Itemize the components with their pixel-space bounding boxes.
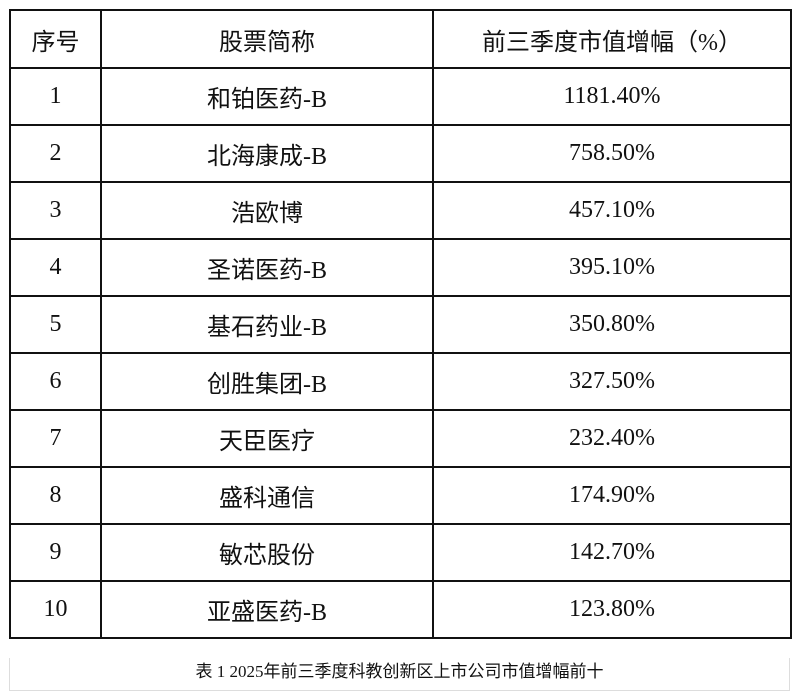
cell-growth: 350.80%	[432, 295, 792, 354]
header-index: 序号	[9, 9, 102, 69]
cell-index: 5	[9, 295, 102, 354]
cell-stock-name: 亚盛医药-B	[100, 580, 434, 639]
cell-index: 10	[9, 580, 102, 639]
market-cap-growth-table: 序号 股票简称 前三季度市值增幅（%） 1 和铂医药-B 1181.40% 2 北海康成…	[9, 9, 792, 639]
cell-stock-name: 基石药业-B	[100, 295, 434, 354]
table-row: 5 基石药业-B 350.80%	[9, 295, 792, 354]
cell-stock-name: 天臣医疗	[100, 409, 434, 468]
table-row: 6 创胜集团-B 327.50%	[9, 352, 792, 411]
cell-index: 7	[9, 409, 102, 468]
table-header-row: 序号 股票简称 前三季度市值增幅（%）	[9, 9, 792, 69]
header-growth: 前三季度市值增幅（%）	[432, 9, 792, 69]
cell-growth: 232.40%	[432, 409, 792, 468]
cell-growth: 1181.40%	[432, 67, 792, 126]
cell-stock-name: 敏芯股份	[100, 523, 434, 582]
cell-stock-name: 和铂医药-B	[100, 67, 434, 126]
table-row: 3 浩欧博 457.10%	[9, 181, 792, 240]
cell-stock-name: 北海康成-B	[100, 124, 434, 183]
cell-growth: 123.80%	[432, 580, 792, 639]
cell-growth: 758.50%	[432, 124, 792, 183]
table-caption: 表 1 2025年前三季度科教创新区上市公司市值增幅前十	[9, 658, 790, 691]
cell-growth: 457.10%	[432, 181, 792, 240]
cell-index: 3	[9, 181, 102, 240]
table-row: 9 敏芯股份 142.70%	[9, 523, 792, 582]
cell-index: 1	[9, 67, 102, 126]
cell-index: 2	[9, 124, 102, 183]
cell-index: 8	[9, 466, 102, 525]
cell-index: 4	[9, 238, 102, 297]
table-row: 7 天臣医疗 232.40%	[9, 409, 792, 468]
cell-index: 9	[9, 523, 102, 582]
table-row: 1 和铂医药-B 1181.40%	[9, 67, 792, 126]
cell-index: 6	[9, 352, 102, 411]
table-row: 10 亚盛医药-B 123.80%	[9, 580, 792, 639]
cell-growth: 395.10%	[432, 238, 792, 297]
cell-growth: 174.90%	[432, 466, 792, 525]
header-stock-name: 股票简称	[100, 9, 434, 69]
table-row: 4 圣诺医药-B 395.10%	[9, 238, 792, 297]
cell-stock-name: 圣诺医药-B	[100, 238, 434, 297]
cell-stock-name: 创胜集团-B	[100, 352, 434, 411]
cell-stock-name: 盛科通信	[100, 466, 434, 525]
cell-stock-name: 浩欧博	[100, 181, 434, 240]
cell-growth: 327.50%	[432, 352, 792, 411]
table-row: 8 盛科通信 174.90%	[9, 466, 792, 525]
cell-growth: 142.70%	[432, 523, 792, 582]
table-row: 2 北海康成-B 758.50%	[9, 124, 792, 183]
